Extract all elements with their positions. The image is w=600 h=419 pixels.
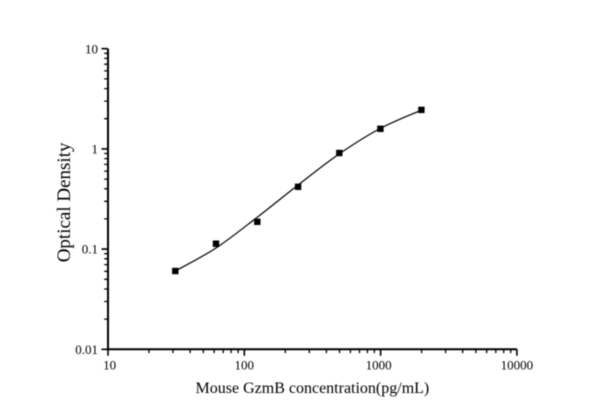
svg-text:0.01: 0.01: [75, 342, 98, 357]
svg-text:Optical Density: Optical Density: [54, 142, 75, 262]
svg-text:100: 100: [235, 357, 255, 372]
svg-text:10000: 10000: [501, 357, 534, 372]
svg-text:1000: 1000: [366, 357, 392, 372]
svg-text:Mouse GzmB concentration(pg/mL: Mouse GzmB concentration(pg/mL): [196, 380, 430, 397]
svg-text:10: 10: [85, 41, 98, 56]
svg-text:1: 1: [92, 142, 99, 157]
svg-text:10: 10: [103, 357, 116, 372]
svg-text:0.1: 0.1: [82, 242, 98, 257]
